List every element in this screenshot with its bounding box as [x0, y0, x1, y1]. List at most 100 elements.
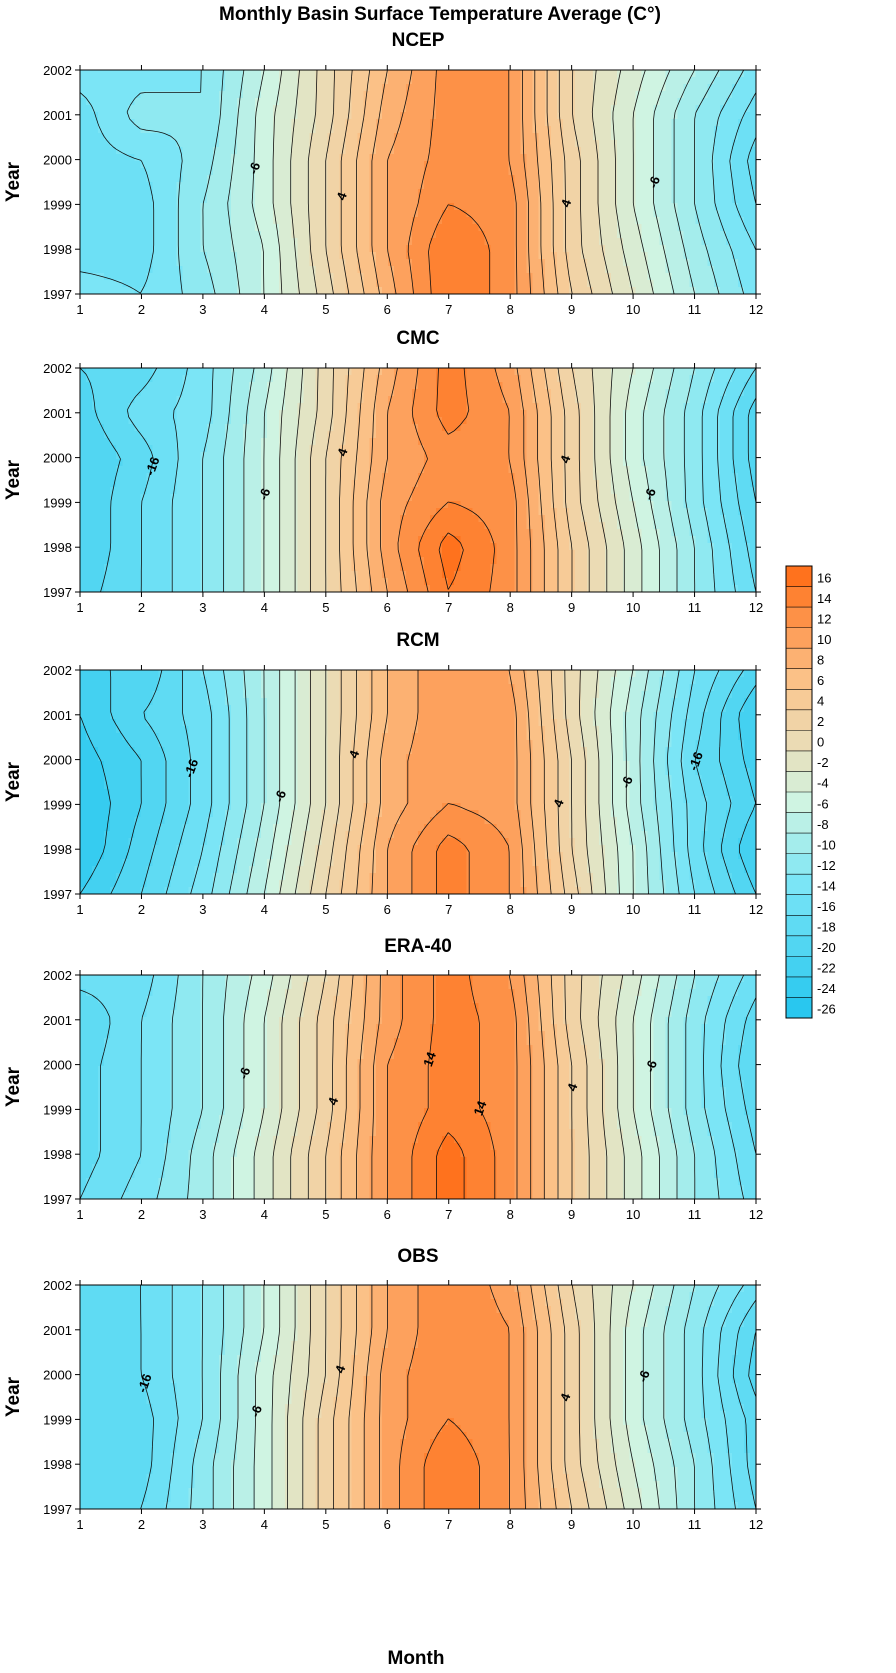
contour-cell [122, 133, 129, 141]
contour-cell [442, 147, 449, 155]
contour-cell [357, 431, 365, 439]
contour-cell [411, 280, 419, 288]
contour-cell [261, 77, 268, 85]
contour-cell [321, 368, 329, 376]
contour-cell [387, 154, 395, 162]
contour-cell [538, 231, 546, 239]
contour-cell [116, 84, 123, 92]
contour-cell [538, 112, 546, 120]
contour-cell [110, 266, 117, 274]
contour-cell [617, 389, 624, 397]
contour-cell [611, 375, 618, 383]
contour-cell [707, 245, 715, 253]
contour-cell [484, 98, 492, 106]
contour-cell [562, 424, 570, 432]
contour-cell [249, 280, 256, 288]
contour-cell [116, 238, 123, 246]
contour-cell [381, 182, 389, 190]
contour-cell [707, 203, 715, 211]
contour-cell [218, 410, 226, 418]
contour-cell [375, 196, 383, 204]
contour-cell [593, 424, 600, 432]
contour-cell [176, 196, 184, 204]
contour-cell [387, 126, 395, 134]
contour-cell [719, 389, 727, 397]
contour-cell [484, 445, 492, 453]
contour-cell [345, 280, 353, 288]
contour-cell [98, 403, 105, 411]
contour-cell [327, 84, 335, 92]
contour-cell [725, 189, 733, 197]
contour-cell [279, 266, 286, 274]
contour-cell [321, 375, 329, 383]
contour-cell [538, 217, 546, 225]
contour-cell [393, 140, 401, 148]
contour-cell [345, 161, 353, 169]
contour-cell [86, 154, 93, 162]
contour-cell [387, 259, 395, 267]
contour-cell [683, 84, 691, 92]
contour-cell [98, 217, 105, 225]
contour-cell [164, 168, 172, 176]
contour-cell [472, 368, 479, 376]
contour-cell [339, 112, 347, 120]
contour-cell [333, 375, 341, 383]
contour-cell [224, 259, 232, 267]
contour-cell [375, 77, 383, 85]
contour-cell [677, 84, 685, 92]
contour-cell [448, 424, 455, 432]
contour-cell [381, 196, 389, 204]
contour-cell [659, 77, 667, 85]
contour-cell [297, 147, 304, 155]
contour-cell [158, 431, 166, 439]
contour-cell [611, 417, 618, 425]
contour-cell [273, 368, 280, 376]
contour-cell [411, 389, 419, 397]
contour-cell [707, 182, 715, 190]
contour-cell [653, 189, 661, 197]
contour-cell [86, 126, 93, 134]
contour-cell [623, 203, 630, 211]
contour-cell [484, 368, 492, 376]
contour-cell [230, 91, 238, 99]
contour-cell [393, 417, 401, 425]
contour-cell [164, 112, 172, 120]
contour-cell [92, 217, 99, 225]
contour-cell [737, 382, 745, 390]
contour-cell [526, 417, 534, 425]
contour-cell [176, 105, 184, 113]
contour-cell [327, 140, 335, 148]
contour-cell [532, 105, 540, 113]
contour-cell [146, 417, 154, 425]
contour-cell [98, 287, 105, 295]
contour-cell [629, 431, 636, 439]
contour-cell [152, 203, 160, 211]
contour-cell [327, 368, 335, 376]
contour-cell [574, 445, 582, 453]
contour-cell [514, 98, 522, 106]
contour-cell [158, 161, 166, 169]
contour-cell [659, 280, 667, 288]
contour-cell [701, 91, 709, 99]
contour-cell [749, 203, 757, 211]
contour-cell [587, 224, 594, 232]
contour-cell [128, 182, 135, 190]
contour-cell [641, 126, 648, 134]
contour-cell [490, 105, 498, 113]
contour-cell [315, 445, 323, 453]
contour-cell [285, 224, 292, 232]
contour-cell [562, 238, 570, 246]
contour-cell [405, 438, 413, 446]
contour-cell [508, 189, 516, 197]
contour-cell [255, 238, 262, 246]
contour-cell [743, 70, 751, 78]
contour-cell [405, 389, 413, 397]
contour-cell [393, 231, 401, 239]
contour-cell [369, 140, 377, 148]
contour-cell [104, 112, 111, 120]
contour-cell [466, 154, 473, 162]
contour-cell [478, 382, 485, 390]
contour-cell [110, 231, 117, 239]
contour-cell [327, 280, 335, 288]
contour-cell [273, 112, 280, 120]
